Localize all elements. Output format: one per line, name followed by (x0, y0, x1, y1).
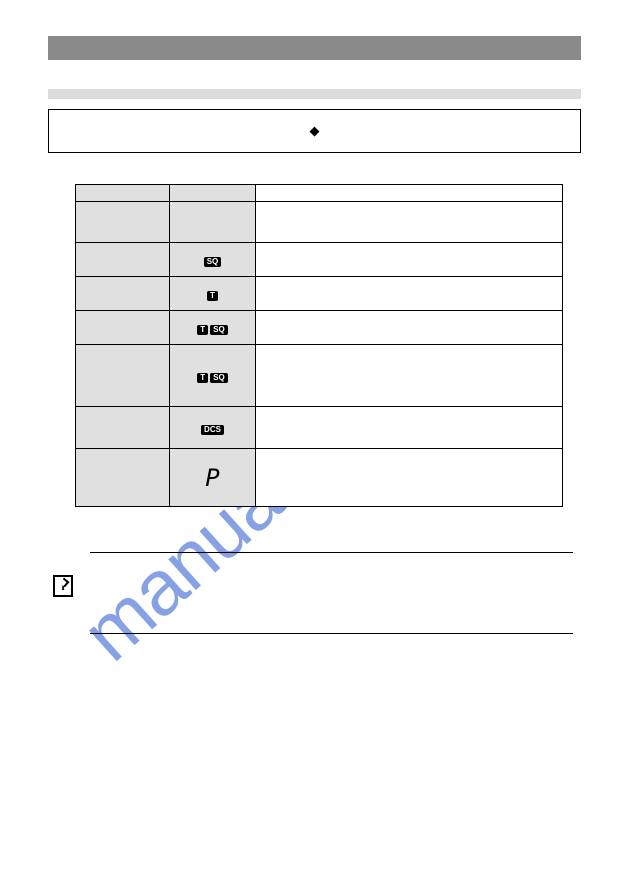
table-cell (170, 202, 256, 243)
table-cell (256, 345, 563, 407)
table-header-row (76, 185, 563, 202)
divider-line (90, 633, 573, 634)
table-cell-icon: DCS (170, 407, 256, 449)
table-cell (76, 277, 170, 311)
table-cell (256, 407, 563, 449)
table-cell (76, 311, 170, 345)
table-cell-icon: P (170, 449, 256, 507)
section-light-bar (48, 89, 581, 99)
header-bar (48, 36, 581, 60)
table-cell (76, 243, 170, 277)
settings-table: SQ T TSQ TSQ DCS (75, 184, 563, 507)
table-row (76, 202, 563, 243)
table-cell (256, 311, 563, 345)
table-row: TSQ (76, 311, 563, 345)
dcs-badge-icon: DCS (201, 425, 224, 435)
table-cell-icon: TSQ (170, 345, 256, 407)
table-cell (76, 407, 170, 449)
table-cell (76, 345, 170, 407)
table-header-cell (256, 185, 563, 202)
table-cell (256, 243, 563, 277)
table-cell (256, 277, 563, 311)
table-cell-icon: T (170, 277, 256, 311)
t-badge-icon: T (197, 373, 208, 383)
table-header-cell (170, 185, 256, 202)
table-cell (256, 449, 563, 507)
info-note-icon (53, 575, 73, 597)
table-row: P (76, 449, 563, 507)
table-cell (76, 449, 170, 507)
divider-line (90, 552, 573, 553)
instruction-box: ◆ (48, 109, 581, 153)
t-badge-icon: T (197, 325, 208, 335)
table-cell-icon: TSQ (170, 311, 256, 345)
segment-p-icon: P (205, 464, 219, 492)
table-cell (76, 202, 170, 243)
t-badge-icon: T (207, 291, 218, 301)
sq-badge-icon: SQ (210, 373, 228, 383)
table-header-cell (76, 185, 170, 202)
table-row: T (76, 277, 563, 311)
sq-badge-icon: SQ (204, 257, 222, 267)
table-row: DCS (76, 407, 563, 449)
table-row: TSQ (76, 345, 563, 407)
updown-icon: ◆ (310, 123, 320, 139)
table-row: SQ (76, 243, 563, 277)
sq-badge-icon: SQ (210, 325, 228, 335)
table-cell (256, 202, 563, 243)
table-cell-icon: SQ (170, 243, 256, 277)
